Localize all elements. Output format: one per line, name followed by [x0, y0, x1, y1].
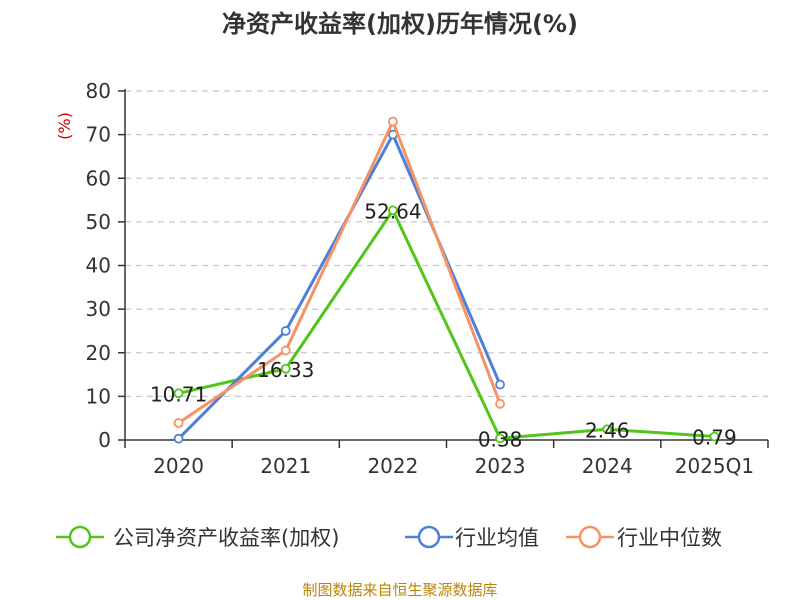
x-tick-labels: 2020 2021 2022 2023 2024 2025Q1 [153, 454, 754, 478]
x-tick-label-2023: 2023 [475, 454, 526, 478]
source-note: 制图数据来自恒生聚源数据库 [302, 581, 497, 599]
point-2-2022 [388, 116, 398, 127]
y-tick-label-70: 70 [86, 123, 111, 147]
axes [118, 89, 769, 448]
point-0-2023 [495, 433, 505, 444]
y-tick-label-50: 50 [86, 210, 111, 234]
point-1-2023 [495, 379, 505, 390]
x-tick-label-2020: 2020 [153, 454, 204, 478]
y-tick-label-20: 20 [86, 341, 111, 365]
legend-label-2: 行业中位数 [617, 526, 722, 550]
series-line-2 [177, 120, 502, 425]
x-tick-label-2021: 2021 [260, 454, 311, 478]
x-tick-label-2022: 2022 [367, 454, 418, 478]
y-tick-label-30: 30 [86, 297, 111, 321]
legend-marker-0 [68, 525, 92, 549]
point-0-2020 [173, 388, 184, 399]
data-label-2025Q1: 0.79 [692, 426, 737, 450]
data-label-2022: 52.64 [364, 199, 421, 223]
data-label-2024: 2.46 [585, 418, 630, 442]
legend-label-1: 行业均值 [455, 526, 539, 550]
point-0-2022 [388, 205, 398, 216]
y-tick-label-40: 40 [86, 254, 111, 278]
data-label-2023: 0.38 [478, 427, 523, 451]
data-labels: 10.71 16.33 52.64 0.38 2.46 0.79 [150, 199, 737, 451]
chart-title: 净资产收益率(加权)历年情况(%) [222, 10, 578, 38]
point-1-2020 [173, 433, 184, 444]
data-label-2020: 10.71 [150, 382, 207, 406]
point-0-2021 [280, 363, 291, 374]
legend: 公司净资产收益率(加权) 行业均值 行业中位数 [56, 525, 722, 550]
legend-label-0: 公司净资产收益率(加权) [113, 526, 339, 550]
data-label-2021: 16.33 [257, 358, 314, 382]
y-axis-unit-label: (%) [55, 112, 74, 140]
legend-marker-1 [417, 525, 441, 549]
series-line-1 [177, 133, 502, 440]
point-2-2023 [495, 398, 505, 409]
point-1-2021 [280, 326, 291, 336]
y-tick-label-60: 60 [86, 166, 111, 190]
point-0-2024 [602, 424, 613, 435]
x-tick-label-2024: 2024 [582, 454, 633, 478]
legend-marker-2 [578, 525, 602, 549]
point-2-2021 [280, 345, 291, 356]
y-tick-labels: 0 10 20 30 40 50 60 70 80 [86, 79, 111, 452]
y-tick-label-0: 0 [98, 428, 111, 452]
series-layer [173, 116, 720, 444]
series-line-0 [178, 208, 715, 440]
point-0-2025Q1 [709, 431, 720, 442]
grid-lines [125, 90, 768, 397]
point-2-2020 [173, 418, 184, 428]
x-tick-label-2025Q1: 2025Q1 [675, 454, 754, 478]
y-tick-label-80: 80 [86, 79, 111, 103]
y-tick-label-10: 10 [86, 384, 111, 408]
